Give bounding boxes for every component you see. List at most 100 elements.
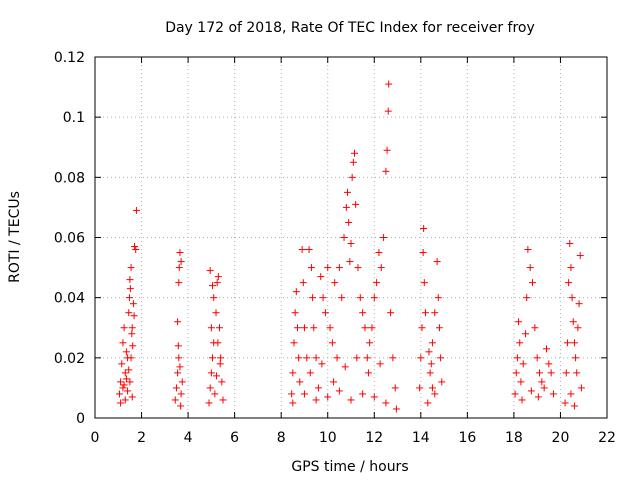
data-point [295, 354, 303, 362]
data-point [566, 240, 574, 248]
data-point [577, 384, 585, 392]
data-point [540, 384, 548, 392]
data-point [572, 354, 580, 362]
data-point [176, 363, 184, 371]
data-point [377, 264, 385, 272]
data-point [177, 258, 185, 266]
data-point [331, 279, 339, 287]
data-point [118, 360, 126, 368]
data-point [370, 294, 378, 302]
data-point [562, 369, 570, 377]
data-point [567, 264, 575, 272]
data-point [207, 324, 215, 332]
data-point [318, 360, 326, 368]
data-point [354, 264, 362, 272]
data-point [117, 378, 125, 386]
data-point [335, 264, 343, 272]
data-point [214, 339, 222, 347]
data-point [212, 309, 220, 317]
data-point [206, 267, 214, 275]
data-point [307, 264, 315, 272]
data-point [174, 342, 182, 350]
data-point [132, 206, 140, 214]
data-point [120, 324, 128, 332]
data-point [353, 354, 361, 362]
data-point [417, 354, 425, 362]
data-point [306, 369, 314, 377]
data-point [576, 252, 584, 260]
data-point [376, 360, 384, 368]
data-point [529, 279, 537, 287]
data-point [289, 369, 297, 377]
data-point [515, 318, 523, 326]
data-point [437, 354, 445, 362]
data-point [431, 309, 439, 317]
data-point [206, 384, 214, 392]
data-point [210, 294, 218, 302]
data-point [370, 393, 378, 401]
data-point [324, 264, 332, 272]
data-point [216, 360, 224, 368]
data-point [428, 339, 436, 347]
data-point [335, 387, 343, 395]
data-point [292, 288, 300, 296]
data-point [213, 279, 221, 287]
data-point [420, 279, 428, 287]
x-tick-labels: 0 2 4 6 8 10 12 14 16 18 20 22 [91, 430, 616, 446]
data-point [324, 393, 332, 401]
data-point [526, 264, 534, 272]
data-point [536, 369, 544, 377]
data-point [523, 294, 531, 302]
data-point [175, 264, 183, 272]
data-point [519, 360, 527, 368]
data-point [368, 324, 376, 332]
data-point [382, 399, 390, 407]
data-point [212, 372, 220, 380]
data-point [119, 384, 127, 392]
data-point [542, 345, 550, 353]
data-point [298, 246, 306, 254]
data-point [209, 282, 217, 290]
data-point [310, 324, 318, 332]
data-point [296, 378, 304, 386]
data-point [392, 405, 400, 413]
data-point [305, 246, 313, 254]
data-point [121, 369, 129, 377]
data-point [172, 384, 180, 392]
data-point [290, 339, 298, 347]
data-point [175, 279, 183, 287]
data-point [382, 167, 390, 175]
data-point [391, 384, 399, 392]
data-point [174, 318, 182, 326]
data-point [128, 324, 136, 332]
data-point [341, 363, 349, 371]
data-point [534, 393, 542, 401]
data-point [375, 249, 383, 257]
data-point [517, 378, 525, 386]
data-point [356, 294, 364, 302]
data-point [574, 324, 582, 332]
data-point [121, 396, 129, 404]
data-point [209, 354, 217, 362]
data-point [347, 396, 355, 404]
data-point [288, 390, 296, 398]
x-tick-label: 2 [137, 430, 146, 446]
data-point [531, 324, 539, 332]
data-point [383, 146, 391, 154]
data-point [127, 354, 135, 362]
data-point [303, 354, 311, 362]
data-point [132, 246, 140, 254]
data-point [389, 354, 397, 362]
data-point [130, 312, 138, 320]
data-point [416, 384, 424, 392]
data-point [387, 309, 395, 317]
data-point [127, 264, 135, 272]
data-point [177, 402, 185, 410]
data-point [570, 339, 578, 347]
x-tick-label: 22 [598, 430, 616, 446]
y-tick-label: 0.12 [54, 50, 85, 66]
x-tick-label: 10 [319, 430, 337, 446]
data-point [363, 354, 371, 362]
